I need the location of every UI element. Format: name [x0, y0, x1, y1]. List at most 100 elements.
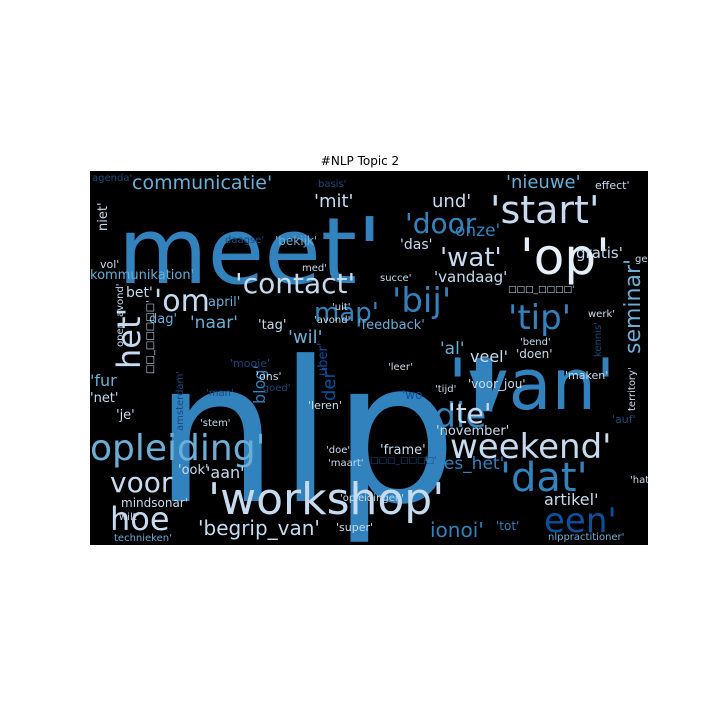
- cloud-word-voor: voor: [110, 466, 173, 499]
- cloud-word-wo: 'wo: [402, 388, 422, 402]
- cloud-word-glyph: □□□_□□□□': [370, 456, 437, 466]
- cloud-word-naar: 'naar': [190, 313, 238, 333]
- cloud-word-communicatie: communicatie': [132, 172, 272, 194]
- cloud-word-bekijk: 'bekijk': [275, 234, 317, 248]
- cloud-word-avond: 'avond': [314, 315, 350, 326]
- cloud-word-workshop: 'workshop': [208, 474, 444, 525]
- cloud-word-bend: 'bend': [520, 337, 551, 348]
- cloud-word-een: een': [544, 501, 617, 541]
- cloud-word-voor-jou: 'voor_jou': [468, 377, 526, 391]
- cloud-word-doe: 'doe': [326, 445, 350, 456]
- cloud-word-ons: 'ons': [256, 370, 281, 383]
- cloud-word-uit: 'uit': [332, 302, 351, 313]
- cloud-word-mit: 'mit': [314, 191, 354, 212]
- cloud-word-mindsonar: mindsonar': [121, 496, 188, 510]
- cloud-word-november: 'november': [436, 424, 509, 439]
- cloud-word-opleidingen: 'opleidingen': [340, 493, 404, 504]
- cloud-word-hat: 'hat': [630, 475, 648, 486]
- cloud-word-das: 'das': [400, 237, 432, 253]
- cloud-word-fur: 'fur: [90, 371, 117, 390]
- cloud-word-net: 'net': [90, 391, 118, 406]
- cloud-word-wilt: wilt': [119, 512, 139, 523]
- cloud-word-start: 'start': [490, 188, 599, 232]
- cloud-word-nieuwe: 'nieuwe': [506, 172, 581, 193]
- cloud-word-het: het': [110, 308, 148, 369]
- cloud-word-die: 'die': [425, 396, 496, 436]
- cloud-word-tag: 'tag': [258, 318, 286, 333]
- cloud-word-leren: 'leren': [308, 399, 342, 412]
- cloud-word-map: map': [314, 298, 379, 328]
- cloud-word-agenda: agenda': [92, 173, 132, 184]
- cloud-word-gratis: gratis': [576, 244, 623, 262]
- cloud-word-doen: 'doen': [516, 347, 553, 361]
- cloud-word-lees-het: 'lees_het': [424, 454, 504, 474]
- cloud-word-maart: 'maart': [328, 458, 364, 469]
- cloud-word-april: april': [208, 295, 240, 310]
- cloud-word-om: 'om: [154, 284, 210, 319]
- cloud-word-succe: succe': [380, 273, 411, 284]
- cloud-word-wil: 'wil': [288, 327, 323, 348]
- cloud-word-dat: 'dat': [500, 455, 588, 501]
- cloud-word-opleiding: opleiding': [90, 428, 265, 469]
- cloud-word-ionoi: ionoi': [430, 518, 484, 542]
- cloud-word-frame: 'frame': [380, 443, 426, 458]
- cloud-word-op: 'op': [520, 228, 610, 286]
- cloud-word-bet: bet': [126, 285, 153, 301]
- cloud-word-man: 'man': [206, 388, 234, 399]
- cloud-word-open-avond: open_avond': [115, 283, 126, 347]
- cloud-word-kommunikation: kommunikation': [90, 268, 194, 283]
- cloud-word-vol: vol': [100, 258, 119, 271]
- cloud-word-nlppractitioner: nlppractitioner': [548, 532, 624, 543]
- cloud-word-door: 'door: [405, 207, 477, 240]
- cloud-word-mooie: 'mooie': [230, 357, 270, 370]
- chart-title: #NLP Topic 2: [320, 154, 400, 168]
- cloud-word-kennis: kennis': [593, 322, 604, 357]
- cloud-word-amsterdam: amsterdam': [175, 371, 186, 431]
- cloud-word-wat: 'wat': [440, 243, 502, 273]
- cloud-word-weekend: weekend': [450, 427, 612, 467]
- cloud-word-gedrag: gedrag': [635, 254, 648, 265]
- cloud-word-tot: 'tot': [496, 519, 519, 533]
- cloud-word-hoe: hoe: [110, 500, 170, 538]
- cloud-word-uber: uber': [316, 343, 331, 376]
- cloud-word-te: 'te': [448, 397, 492, 430]
- cloud-word-daagse: daagse': [225, 235, 264, 246]
- cloud-word-effect: effect': [595, 179, 630, 192]
- cloud-word-goed: 'goed': [260, 383, 290, 394]
- cloud-word-stem: 'stem': [200, 418, 231, 429]
- cloud-word-je: 'je': [116, 408, 135, 423]
- cloud-word-onze: onze': [455, 221, 500, 241]
- cloud-word-al: 'al': [440, 339, 465, 359]
- cloud-word-werk: werk': [588, 309, 615, 320]
- cloud-word-tip: 'tip': [508, 298, 571, 338]
- cloud-word-glyph: □□_□□□□□': [145, 300, 156, 374]
- word-cloud-canvas: meet' nlp''workshop''van' 'op''start' oplei…: [90, 172, 648, 545]
- cloud-word-dag: dag': [149, 312, 177, 327]
- cloud-word-glyph: □□□_□□□□': [508, 285, 575, 295]
- cloud-word-veel: veel': [470, 347, 508, 366]
- cloud-word-ook: 'ook': [178, 463, 209, 478]
- cloud-word-nlp: nlp': [154, 320, 511, 545]
- cloud-word-blog: blog': [250, 365, 269, 404]
- cloud-word-super: 'super': [336, 521, 373, 534]
- cloud-word-und: und': [432, 191, 471, 212]
- cloud-word-tijd: 'tijd': [435, 384, 456, 395]
- cloud-word-auf: 'auf': [612, 413, 636, 426]
- cloud-word-basis: basis': [318, 179, 346, 190]
- cloud-word-meet: meet': [118, 198, 382, 305]
- cloud-word-van: 'van': [448, 344, 615, 426]
- word-cloud: meet' nlp''workshop''van' 'op''start' oplei…: [90, 171, 648, 545]
- cloud-word-leer: 'leer': [388, 362, 413, 373]
- cloud-word-seminar: seminar': [621, 259, 646, 354]
- cloud-word-territory: territory': [627, 367, 638, 411]
- cloud-word-bij: 'bij': [392, 281, 451, 321]
- cloud-word-vandaag: 'vandaag': [434, 268, 507, 286]
- cloud-word-begrip-van: 'begrip_van': [198, 516, 320, 540]
- cloud-word-aan: 'aan': [206, 463, 245, 482]
- cloud-word-med: med': [302, 263, 327, 274]
- cloud-word-maken: 'maken': [565, 369, 608, 382]
- cloud-word-contact: 'contact': [235, 267, 355, 300]
- cloud-word-technieken: technieken': [114, 533, 172, 544]
- cloud-word-feedback: 'feedback': [358, 318, 425, 333]
- cloud-word-niet: niet': [96, 202, 111, 231]
